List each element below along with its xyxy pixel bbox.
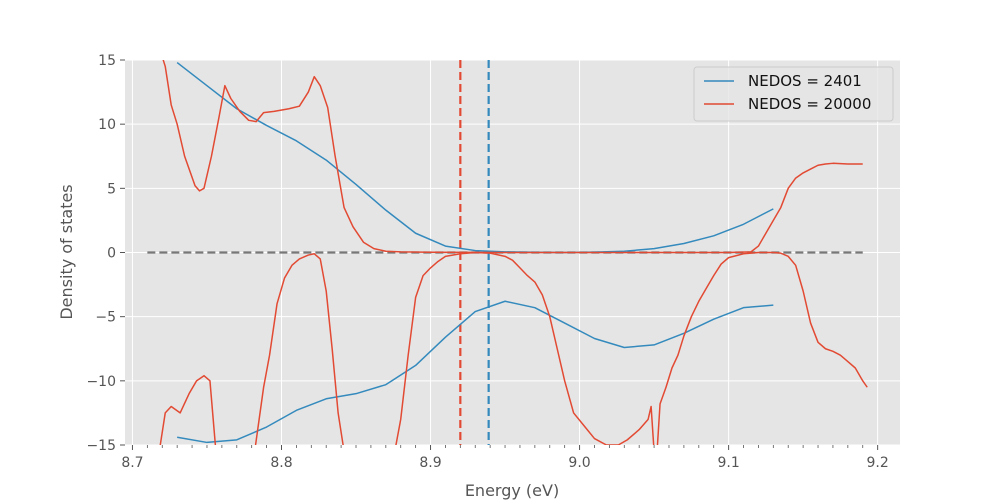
y-tick-label: 10 <box>98 117 116 133</box>
y-axis: −15 −10 −5 0 5 10 15 <box>86 53 125 454</box>
x-tick-label: 8.7 <box>121 455 143 471</box>
series-layer <box>159 60 868 445</box>
series-line-nedos-2401-spin-down <box>177 300 774 444</box>
legend-label-nedos-20000: NEDOS = 20000 <box>748 95 871 113</box>
y-tick-label: −15 <box>86 438 116 454</box>
x-tick-label: 9.2 <box>867 455 889 471</box>
legend-label-nedos-2401: NEDOS = 2401 <box>748 72 862 90</box>
x-tick-label: 9.1 <box>717 455 739 471</box>
x-tick-label: 8.9 <box>419 455 441 471</box>
y-tick-label: 0 <box>107 246 116 262</box>
legend: NEDOS = 2401 NEDOS = 20000 <box>693 66 894 122</box>
y-tick-label: −10 <box>86 374 116 390</box>
x-axis: 8.7 8.8 8.9 9.0 9.1 9.2 <box>121 445 889 471</box>
series-line-nedos-20000-spin-down <box>159 251 868 445</box>
x-axis-label: Energy (eV) <box>465 481 559 500</box>
series-line-nedos-20000-spin-up <box>162 60 863 254</box>
series-line-nedos-2401-spin-up <box>176 61 774 254</box>
legend-box <box>693 66 894 122</box>
y-tick-label: −5 <box>95 310 116 326</box>
y-tick-label: 5 <box>107 181 116 197</box>
x-tick-label: 9.0 <box>568 455 590 471</box>
y-tick-label: 15 <box>98 53 116 69</box>
y-axis-label: Density of states <box>57 184 76 319</box>
x-tick-label: 8.8 <box>270 455 292 471</box>
